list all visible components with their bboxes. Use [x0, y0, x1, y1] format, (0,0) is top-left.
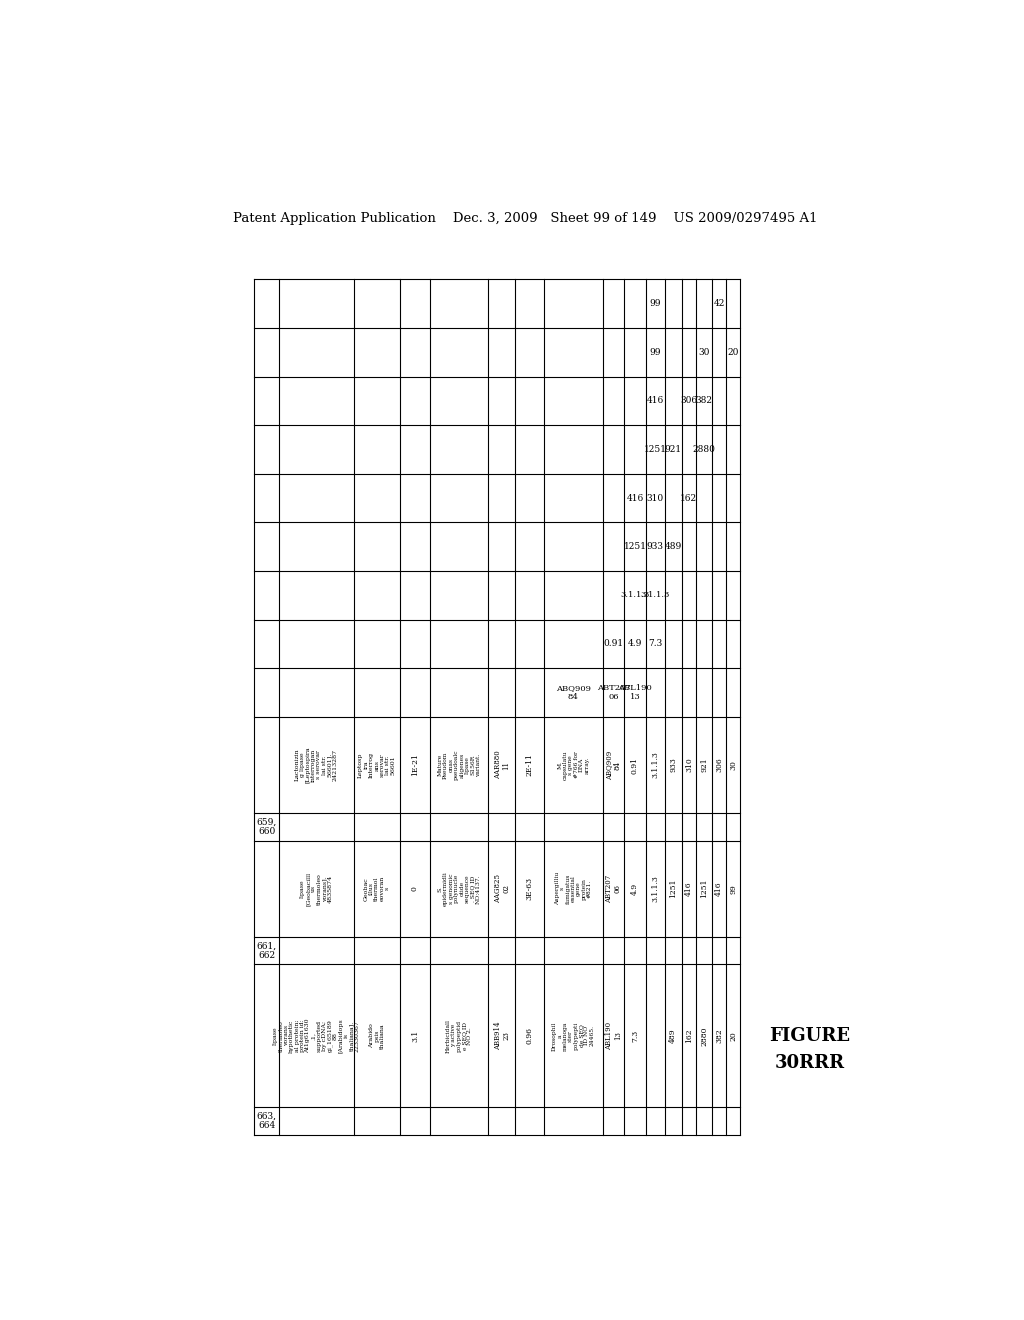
Text: Aspergilliu
s
fumigatus
essential
gene
protein
#821.: Aspergilliu s fumigatus essential gene p… [555, 873, 592, 906]
Text: 4.9: 4.9 [628, 639, 642, 648]
Text: FIGURE: FIGURE [769, 1027, 851, 1045]
Text: Arabido
psis
thaliana: Arabido psis thaliana [369, 1023, 385, 1048]
Text: 42: 42 [714, 300, 725, 308]
Text: ABL190
13: ABL190 13 [618, 684, 652, 701]
Text: 3.1: 3.1 [411, 1030, 419, 1041]
Text: 416: 416 [627, 494, 644, 503]
Text: 489: 489 [669, 1028, 677, 1043]
Text: 30: 30 [698, 347, 710, 356]
Text: 20: 20 [729, 1031, 737, 1040]
Text: 921: 921 [700, 758, 709, 772]
Text: 2E-11: 2E-11 [525, 754, 534, 776]
Text: 663,
664: 663, 664 [257, 1111, 276, 1130]
Text: 2880: 2880 [700, 1026, 709, 1045]
Text: ABB914
23: ABB914 23 [494, 1022, 510, 1051]
Text: lipase
[Geobacilll
us
thermoleo
vorans].
4835874: lipase [Geobacilll us thermoleo vorans].… [300, 871, 332, 906]
Text: 933: 933 [669, 758, 677, 772]
Text: 1251: 1251 [643, 445, 667, 454]
Text: Leptosp
ira
Interrog
ans
serovar
lai str.
56601: Leptosp ira Interrog ans serovar lai str… [358, 752, 395, 777]
Text: 1251: 1251 [700, 879, 709, 899]
Text: 2880: 2880 [692, 445, 716, 454]
Text: Mature
Pseudom
onas
pseudoalc
aligenes
lipase
S156R
variant.: Mature Pseudom onas pseudoalc aligenes l… [437, 750, 480, 780]
Text: 1251: 1251 [669, 879, 677, 899]
Text: Herbicidall
y active
polypeptid
e SEQ ID
NO 2.: Herbicidall y active polypeptid e SEQ ID… [445, 1019, 472, 1053]
Text: 1E-21: 1E-21 [411, 754, 419, 776]
Text: 921: 921 [665, 445, 682, 454]
Text: 30: 30 [729, 760, 737, 770]
Text: 162: 162 [685, 1028, 693, 1043]
Text: Drosophil
a
melanoga
ster
polypepti
de SEQ
ID NO
24465.: Drosophil a melanoga ster polypepti de S… [552, 1022, 595, 1051]
Text: 20: 20 [728, 347, 739, 356]
Text: 0.96: 0.96 [525, 1027, 534, 1044]
Text: 659,
660: 659, 660 [257, 817, 276, 836]
Text: 0.91: 0.91 [631, 756, 639, 774]
Text: 489: 489 [665, 543, 682, 552]
Text: 0: 0 [411, 886, 419, 891]
Text: 7.3: 7.3 [631, 1030, 639, 1041]
Text: 306: 306 [716, 758, 723, 772]
Text: 1251: 1251 [624, 543, 646, 552]
Text: 310: 310 [646, 494, 664, 503]
Text: AAR880
11: AAR880 11 [494, 751, 510, 779]
Text: ABT207
06: ABT207 06 [597, 684, 631, 701]
Text: 416: 416 [646, 396, 664, 405]
Text: 382: 382 [716, 1028, 723, 1043]
Text: 3.1.1.3: 3.1.1.3 [651, 875, 659, 902]
Text: 3.1.1.3: 3.1.1.3 [621, 591, 649, 599]
Text: ABT207
06: ABT207 06 [605, 875, 622, 903]
Text: 99: 99 [649, 347, 660, 356]
Text: ABQ909
84: ABQ909 84 [605, 750, 622, 780]
Text: S.
epidermidli
s genomic
polynucle
otide
sequence
. SEQ ID
NO:4137.: S. epidermidli s genomic polynucle otide… [437, 871, 480, 906]
Text: Lactonizin
g lipase
[Leptospira
interrogan
s serovar
lai str.
56601].
24213287: Lactonizin g lipase [Leptospira interrog… [295, 747, 338, 783]
Text: ABQ909
84: ABQ909 84 [556, 684, 591, 701]
Text: 416: 416 [716, 882, 723, 896]
Text: 306: 306 [680, 396, 697, 405]
Text: 99: 99 [649, 300, 660, 308]
Text: 661,
662: 661, 662 [257, 941, 276, 960]
Text: Patent Application Publication    Dec. 3, 2009   Sheet 99 of 149    US 2009/0297: Patent Application Publication Dec. 3, 2… [232, 213, 817, 224]
Text: 382: 382 [695, 396, 713, 405]
Text: lipase
thermoleo
vorans
hypothetic
al protein;
protein id:
At1g61630
.1,
support: lipase thermoleo vorans hypothetic al pr… [273, 1019, 359, 1053]
Text: 99: 99 [729, 884, 737, 894]
Text: 4.9: 4.9 [631, 883, 639, 895]
Text: 416: 416 [685, 882, 693, 896]
Text: M.
capsulatu
s gene
#766 for
DNA
array.: M. capsulatu s gene #766 for DNA array. [557, 750, 589, 780]
Text: 3.1.1.3: 3.1.1.3 [651, 751, 659, 779]
Text: 0.91: 0.91 [603, 639, 624, 648]
Text: AAG825
02: AAG825 02 [494, 874, 510, 903]
Text: Geobac
illus
thermol
eovoran
s: Geobac illus thermol eovoran s [364, 876, 390, 902]
Text: 933: 933 [646, 543, 664, 552]
Text: 162: 162 [680, 494, 697, 503]
Text: 30RRR: 30RRR [775, 1055, 845, 1072]
Text: 7.3: 7.3 [648, 639, 663, 648]
Text: 310: 310 [685, 758, 693, 772]
Text: 3E-63: 3E-63 [525, 876, 534, 900]
Text: 3.1.1.3: 3.1.1.3 [640, 591, 670, 599]
Text: ABL190
13: ABL190 13 [605, 1022, 622, 1049]
